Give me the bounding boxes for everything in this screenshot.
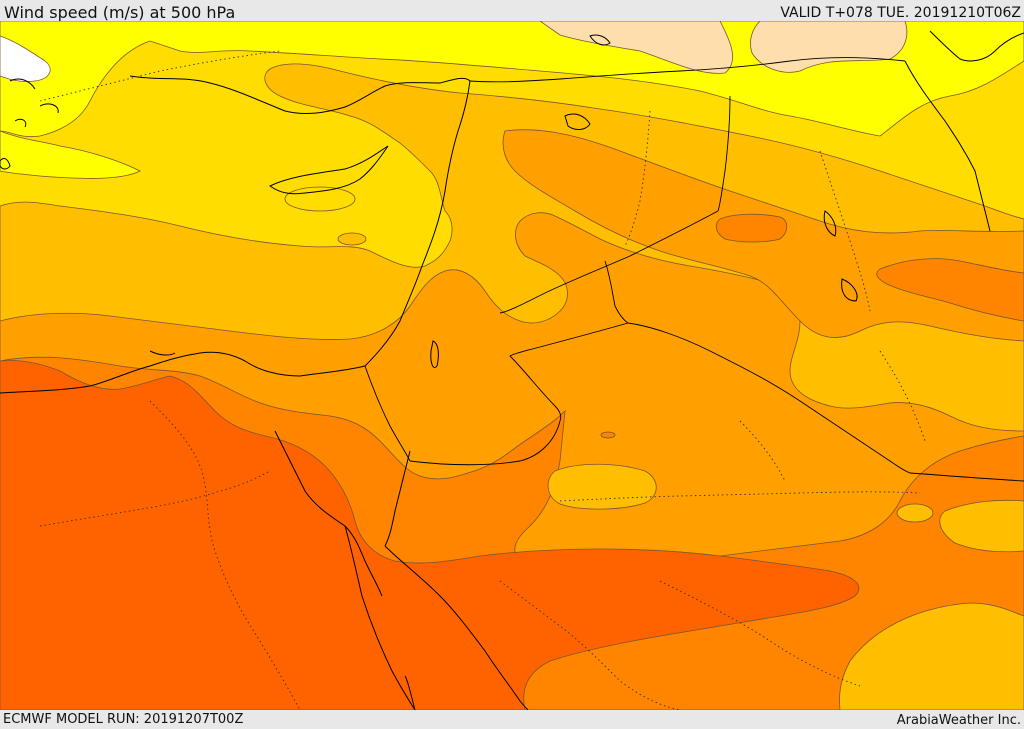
lake-urmia: [589, 34, 611, 46]
band-light-yellow-west: [0, 130, 141, 179]
map-canvas: [0, 21, 1024, 710]
border-saudi-yemen-line: [409, 420, 561, 466]
coastline-gulf-suez: [274, 430, 383, 597]
lake-iraq-1: [823, 210, 837, 237]
band-peach-north-2: [750, 21, 908, 73]
admin-boundary-6: [819, 150, 871, 312]
band-amber-patch-south: [547, 463, 657, 510]
admin-boundary-1: [149, 400, 301, 710]
coastline-levant: [364, 80, 471, 367]
map-footer: ECMWF MODEL RUN: 20191207T00Z ArabiaWeat…: [0, 710, 1024, 729]
dead-sea: [430, 340, 439, 368]
caspian-edge: [929, 30, 1024, 62]
admin-boundary-5: [624, 110, 651, 247]
band-dark-orange-patch-central: [715, 213, 788, 243]
coastline-east: [904, 60, 991, 232]
coastline-turkey: [129, 75, 471, 115]
lake-nasser-delta: [149, 350, 176, 356]
border-egypt-sudan: [404, 675, 416, 710]
map-header: Wind speed (m/s) at 500 hPa VALID T+078 …: [0, 0, 1024, 22]
border-israel-egypt: [364, 365, 411, 462]
admin-boundary-2: [39, 470, 271, 527]
model-run-label: ECMWF MODEL RUN: 20191207T00Z: [3, 712, 244, 727]
island-crete: [0, 158, 11, 170]
coastline-red-sea-east: [384, 545, 529, 710]
coastline-egypt: [0, 351, 366, 394]
border-jordan-iraq-saudi: [499, 210, 719, 314]
coastline-red-sea-west: [344, 525, 416, 710]
valid-time-label: VALID T+078 TUE. 20191210T06Z: [780, 5, 1021, 21]
band-dark-orange-patch-east: [876, 258, 1024, 322]
credit-label: ArabiaWeather Inc.: [896, 713, 1021, 728]
admin-boundary-4: [559, 491, 921, 502]
band-calm-northwest: [0, 35, 51, 82]
border-jordan-saudi: [509, 322, 629, 422]
border-syria-iraq: [717, 95, 731, 212]
band-amber-islet-1: [896, 503, 934, 523]
band-red-orange-core: [0, 360, 860, 710]
band-yellow-islet-1: [284, 186, 356, 212]
map-title: Wind speed (m/s) at 500 hPa: [4, 3, 236, 22]
admin-boundary-10: [739, 420, 786, 482]
band-red-orange-islet-1: [600, 431, 616, 439]
band-peach-north-1: [539, 21, 734, 74]
lake-iraq-2: [841, 278, 858, 302]
wind-speed-map: [0, 21, 1024, 710]
border-saudi-iraq: [604, 260, 1024, 482]
band-amber-islet-2: [337, 232, 367, 246]
admin-boundary-8: [39, 50, 281, 102]
lake-van: [564, 113, 591, 130]
band-amber-patch-far-southeast: [839, 602, 1024, 710]
coastline-gulf-aqaba: [384, 450, 411, 547]
admin-boundary-7: [879, 350, 926, 442]
border-turkey-syria: [469, 57, 906, 83]
aegean-islands: [9, 78, 59, 128]
coastline-cyprus: [269, 145, 389, 195]
band-amber-patch-southeast: [939, 499, 1024, 553]
